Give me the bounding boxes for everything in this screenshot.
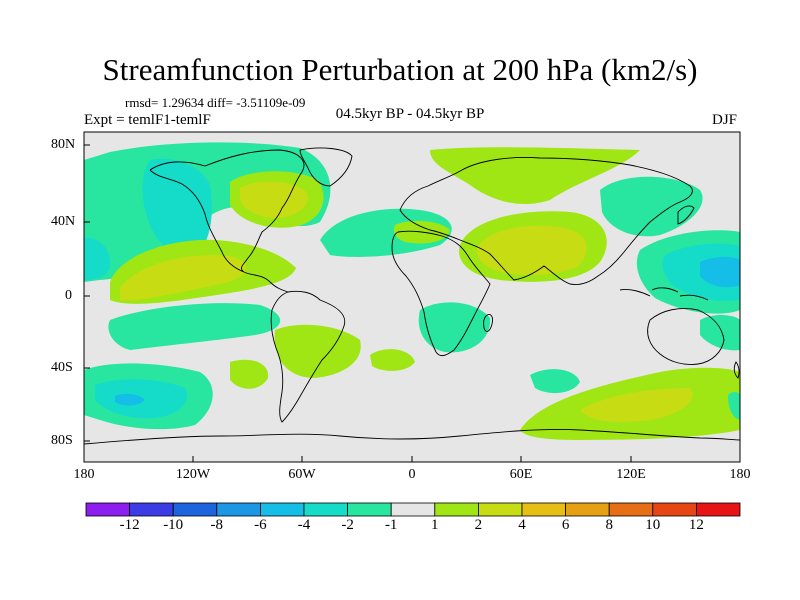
colorbar-tick-label: -12: [119, 517, 140, 533]
colorbar-tick-label: 10: [645, 517, 661, 533]
coastline-madagascar: [483, 313, 493, 332]
anomaly-field: [84, 237, 111, 280]
colorbar-swatch: [172, 502, 218, 517]
colorbar-swatch: [477, 502, 523, 517]
colorbar: [85, 502, 741, 517]
anomaly-field: [700, 256, 740, 288]
lon-label: 0: [408, 467, 416, 482]
coastline-greenland: [299, 147, 353, 187]
colorbar-tick-label: -4: [297, 517, 311, 533]
map-plot-area: [84, 132, 740, 462]
coastline-south-america: [270, 290, 346, 423]
anomaly-field: [418, 302, 491, 353]
anomaly-field: [142, 158, 212, 257]
lat-label: 80S: [51, 433, 73, 448]
coastline-north-america: [149, 149, 305, 293]
lat-label: 40S: [51, 360, 73, 375]
anomaly-field: [430, 147, 640, 205]
lon-label: 60W: [288, 467, 316, 482]
plot-title: Streamfunction Perturbation at 200 hPa (…: [102, 52, 698, 87]
colorbar-tick-label: -1: [384, 517, 398, 533]
anomaly-field: [700, 315, 740, 351]
anomaly-field: [240, 181, 308, 218]
anomaly-field: [600, 176, 703, 237]
colorbar-tick-label: 2: [474, 517, 483, 533]
colorbar-swatch: [434, 502, 479, 517]
season-label: DJF: [712, 112, 738, 128]
colorbar-tick-label: 8: [605, 517, 613, 533]
coastline-antarctica: [84, 429, 740, 445]
period-label: 04.5kyr BP - 04.5kyr BP: [335, 106, 485, 122]
lon-label: 180: [73, 467, 95, 482]
colorbar-swatch: [129, 502, 174, 517]
rmsd-diff-stats: rmsd= 1.29634 diff= -3.51109e-09: [125, 95, 306, 110]
colorbar-swatch: [696, 502, 741, 517]
anomaly-field: [476, 225, 587, 275]
anomaly-field: [230, 359, 269, 389]
coastline-australia: [647, 308, 725, 365]
coastline-new-zealand: [733, 361, 740, 379]
coastline-europe-asia: [399, 157, 693, 285]
colorbar-swatch: [216, 502, 261, 517]
lon-label: 60E: [509, 467, 533, 482]
anomaly-field: [580, 388, 693, 422]
colorbar-swatch: [652, 502, 697, 517]
anomaly-field: [115, 393, 145, 406]
colorbar-swatch: [259, 502, 305, 517]
colorbar-swatch: [85, 502, 130, 517]
coastline-japan: [677, 205, 695, 225]
lon-label: 120W: [175, 467, 211, 482]
colorbar-swatch: [303, 502, 348, 517]
colorbar-tick-label: -2: [341, 517, 354, 533]
anomaly-field: [370, 349, 415, 371]
colorbar-tick-label: -10: [163, 517, 184, 533]
colorbar-swatch: [390, 502, 436, 517]
coastline-africa: [391, 230, 491, 357]
anomaly-fields: [84, 142, 740, 440]
colorbar-swatch: [608, 502, 654, 517]
anomaly-field: [120, 255, 247, 301]
lon-label: 120E: [616, 467, 646, 482]
colorbar-tick-label: -8: [210, 517, 224, 533]
colorbar-tick-label: 12: [688, 517, 704, 533]
colorbar-swatch: [521, 502, 566, 517]
colorbar-swatch: [347, 502, 392, 517]
colorbar-tick-label: 4: [518, 517, 526, 533]
lat-label: 40N: [51, 214, 76, 229]
colorbar-tick-label: 6: [561, 517, 570, 533]
coastline-indonesia: [619, 287, 709, 301]
anomaly-field: [530, 369, 580, 394]
lat-label: 80N: [51, 137, 76, 152]
coastlines: [84, 147, 740, 445]
anomaly-field: [320, 208, 452, 257]
colorbar-tick-label: -6: [254, 517, 267, 533]
colorbar-tick-label: 1: [431, 517, 439, 533]
lat-label: 0: [65, 288, 72, 303]
axis-ticks: [83, 144, 741, 462]
anomaly-field: [108, 303, 281, 350]
anomaly-field: [274, 324, 361, 378]
colorbar-swatch: [565, 502, 610, 517]
experiment-label: Expt = temlF1-temlF: [84, 112, 211, 128]
lon-label: 180: [729, 467, 751, 482]
anomaly-field: [728, 392, 740, 420]
